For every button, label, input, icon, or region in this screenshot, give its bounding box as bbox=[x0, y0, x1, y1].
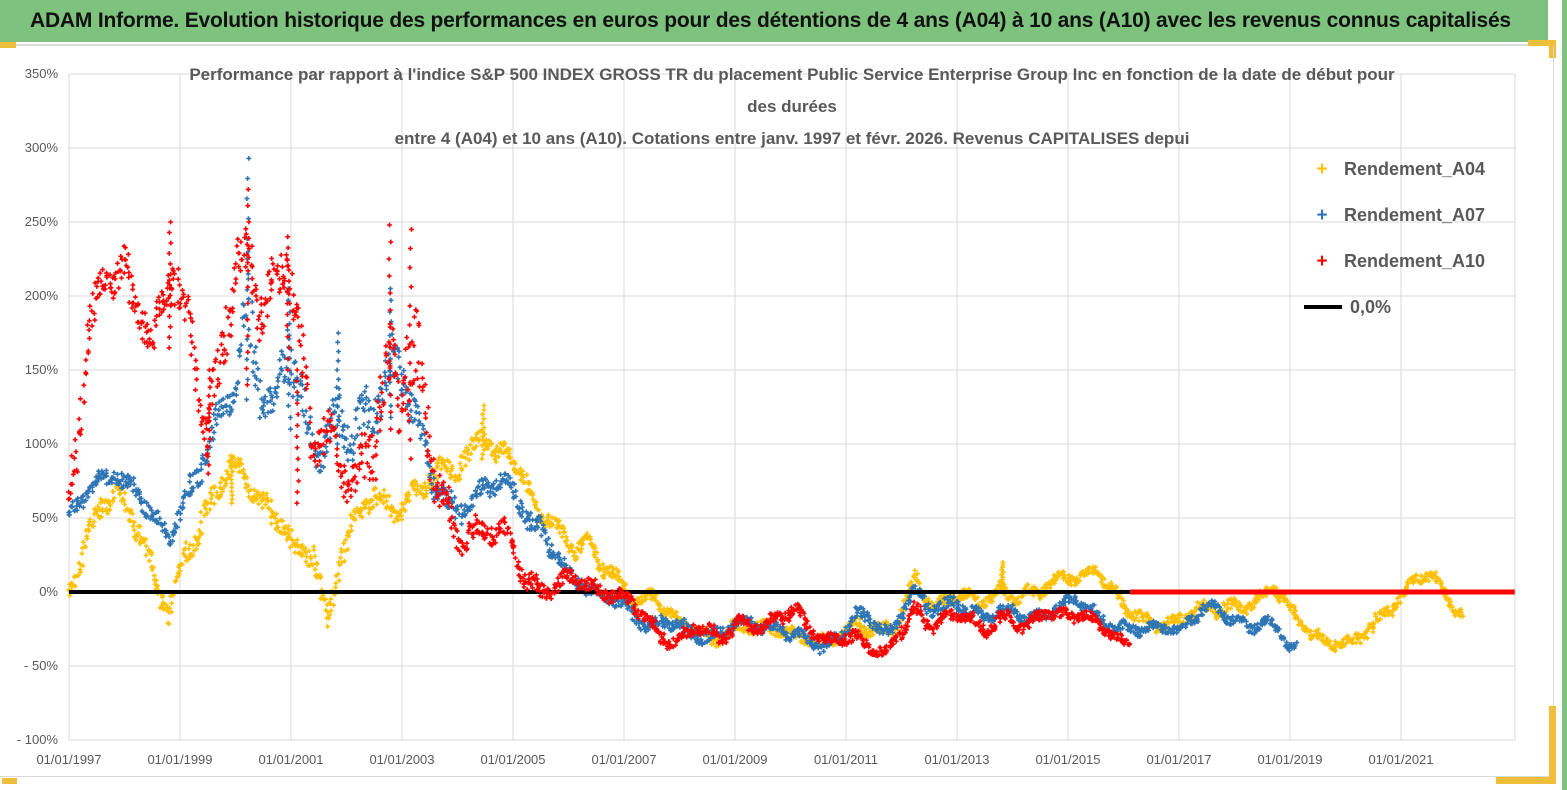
x-tick-label: 01/01/2021 bbox=[1368, 752, 1434, 767]
y-tick-label: 200% bbox=[24, 288, 58, 303]
top-right-bracket-v bbox=[1549, 40, 1556, 58]
x-tick-label: 01/01/2011 bbox=[813, 752, 879, 767]
x-tick-label: 01/01/2019 bbox=[1257, 752, 1323, 767]
y-tick-label: 350% bbox=[24, 66, 58, 81]
chart-title-line1: Performance par rapport à l'indice S&P 5… bbox=[189, 65, 1395, 84]
series-Rendement_A04 bbox=[66, 403, 1466, 654]
y-tick-label: - 50% bbox=[24, 658, 58, 673]
header-banner: ADAM Informe. Evolution historique des p… bbox=[0, 0, 1548, 42]
series-Rendement_A10 bbox=[66, 187, 1133, 659]
chart-title: Performance par rapport à l'indice S&P 5… bbox=[69, 59, 1515, 155]
bottom-left-accent bbox=[2, 778, 17, 784]
header-title: ADAM Informe. Evolution historique des p… bbox=[30, 9, 1511, 32]
y-tick-label: 300% bbox=[24, 140, 58, 155]
chart-legend: + Rendement_A04 + Rendement_A07 + Rendem… bbox=[1300, 146, 1500, 330]
x-tick-label: 01/01/2005 bbox=[480, 752, 546, 767]
bottom-right-bracket-v bbox=[1549, 706, 1556, 784]
plus-marker-icon: + bbox=[1316, 158, 1328, 180]
y-tick-label: 100% bbox=[24, 436, 58, 451]
header-divider-line bbox=[0, 44, 1556, 46]
x-tick-label: 01/01/1999 bbox=[147, 752, 213, 767]
page-right-green-edge bbox=[1562, 0, 1567, 790]
legend-label: Rendement_A04 bbox=[1344, 158, 1486, 179]
y-tick-label: 150% bbox=[24, 362, 58, 377]
chart-title-line2: des durées bbox=[747, 97, 837, 116]
zero-line-swatch bbox=[1304, 305, 1342, 309]
right-frame-line bbox=[1553, 46, 1554, 778]
legend-label: 0,0% bbox=[1350, 296, 1392, 317]
top-right-bracket-h bbox=[1528, 40, 1556, 46]
header-accent-left bbox=[0, 42, 16, 48]
legend-label: Rendement_A10 bbox=[1344, 250, 1486, 271]
x-tick-label: 01/01/2001 bbox=[258, 752, 324, 767]
legend-label: Rendement_A07 bbox=[1344, 204, 1486, 225]
y-tick-label: 0% bbox=[39, 584, 58, 599]
x-tick-label: 01/01/2015 bbox=[1035, 752, 1101, 767]
x-tick-label: 01/01/2009 bbox=[702, 752, 768, 767]
y-tick-label: 250% bbox=[24, 214, 58, 229]
y-tick-label: 50% bbox=[31, 510, 58, 525]
x-tick-label: 01/01/2007 bbox=[591, 752, 657, 767]
plus-marker-icon: + bbox=[1316, 204, 1328, 226]
legend-item-a04: + Rendement_A04 bbox=[1300, 146, 1500, 192]
x-tick-label: 01/01/2017 bbox=[1146, 752, 1212, 767]
chart-title-line3: entre 4 (A04) et 10 ans (A10). Cotations… bbox=[394, 129, 1190, 148]
legend-item-zero-line: 0,0% bbox=[1300, 284, 1500, 330]
legend-item-a10: + Rendement_A10 bbox=[1300, 238, 1500, 284]
x-tick-label: 01/01/1997 bbox=[36, 752, 102, 767]
x-tick-label: 01/01/2013 bbox=[924, 752, 990, 767]
series-Rendement_A07 bbox=[66, 156, 1300, 656]
plus-marker-icon: + bbox=[1316, 250, 1328, 272]
bottom-divider-line bbox=[0, 776, 1556, 777]
y-tick-label: - 100% bbox=[16, 732, 58, 747]
legend-item-a07: + Rendement_A07 bbox=[1300, 192, 1500, 238]
x-tick-label: 01/01/2003 bbox=[369, 752, 435, 767]
bottom-right-bracket-h bbox=[1496, 777, 1556, 784]
